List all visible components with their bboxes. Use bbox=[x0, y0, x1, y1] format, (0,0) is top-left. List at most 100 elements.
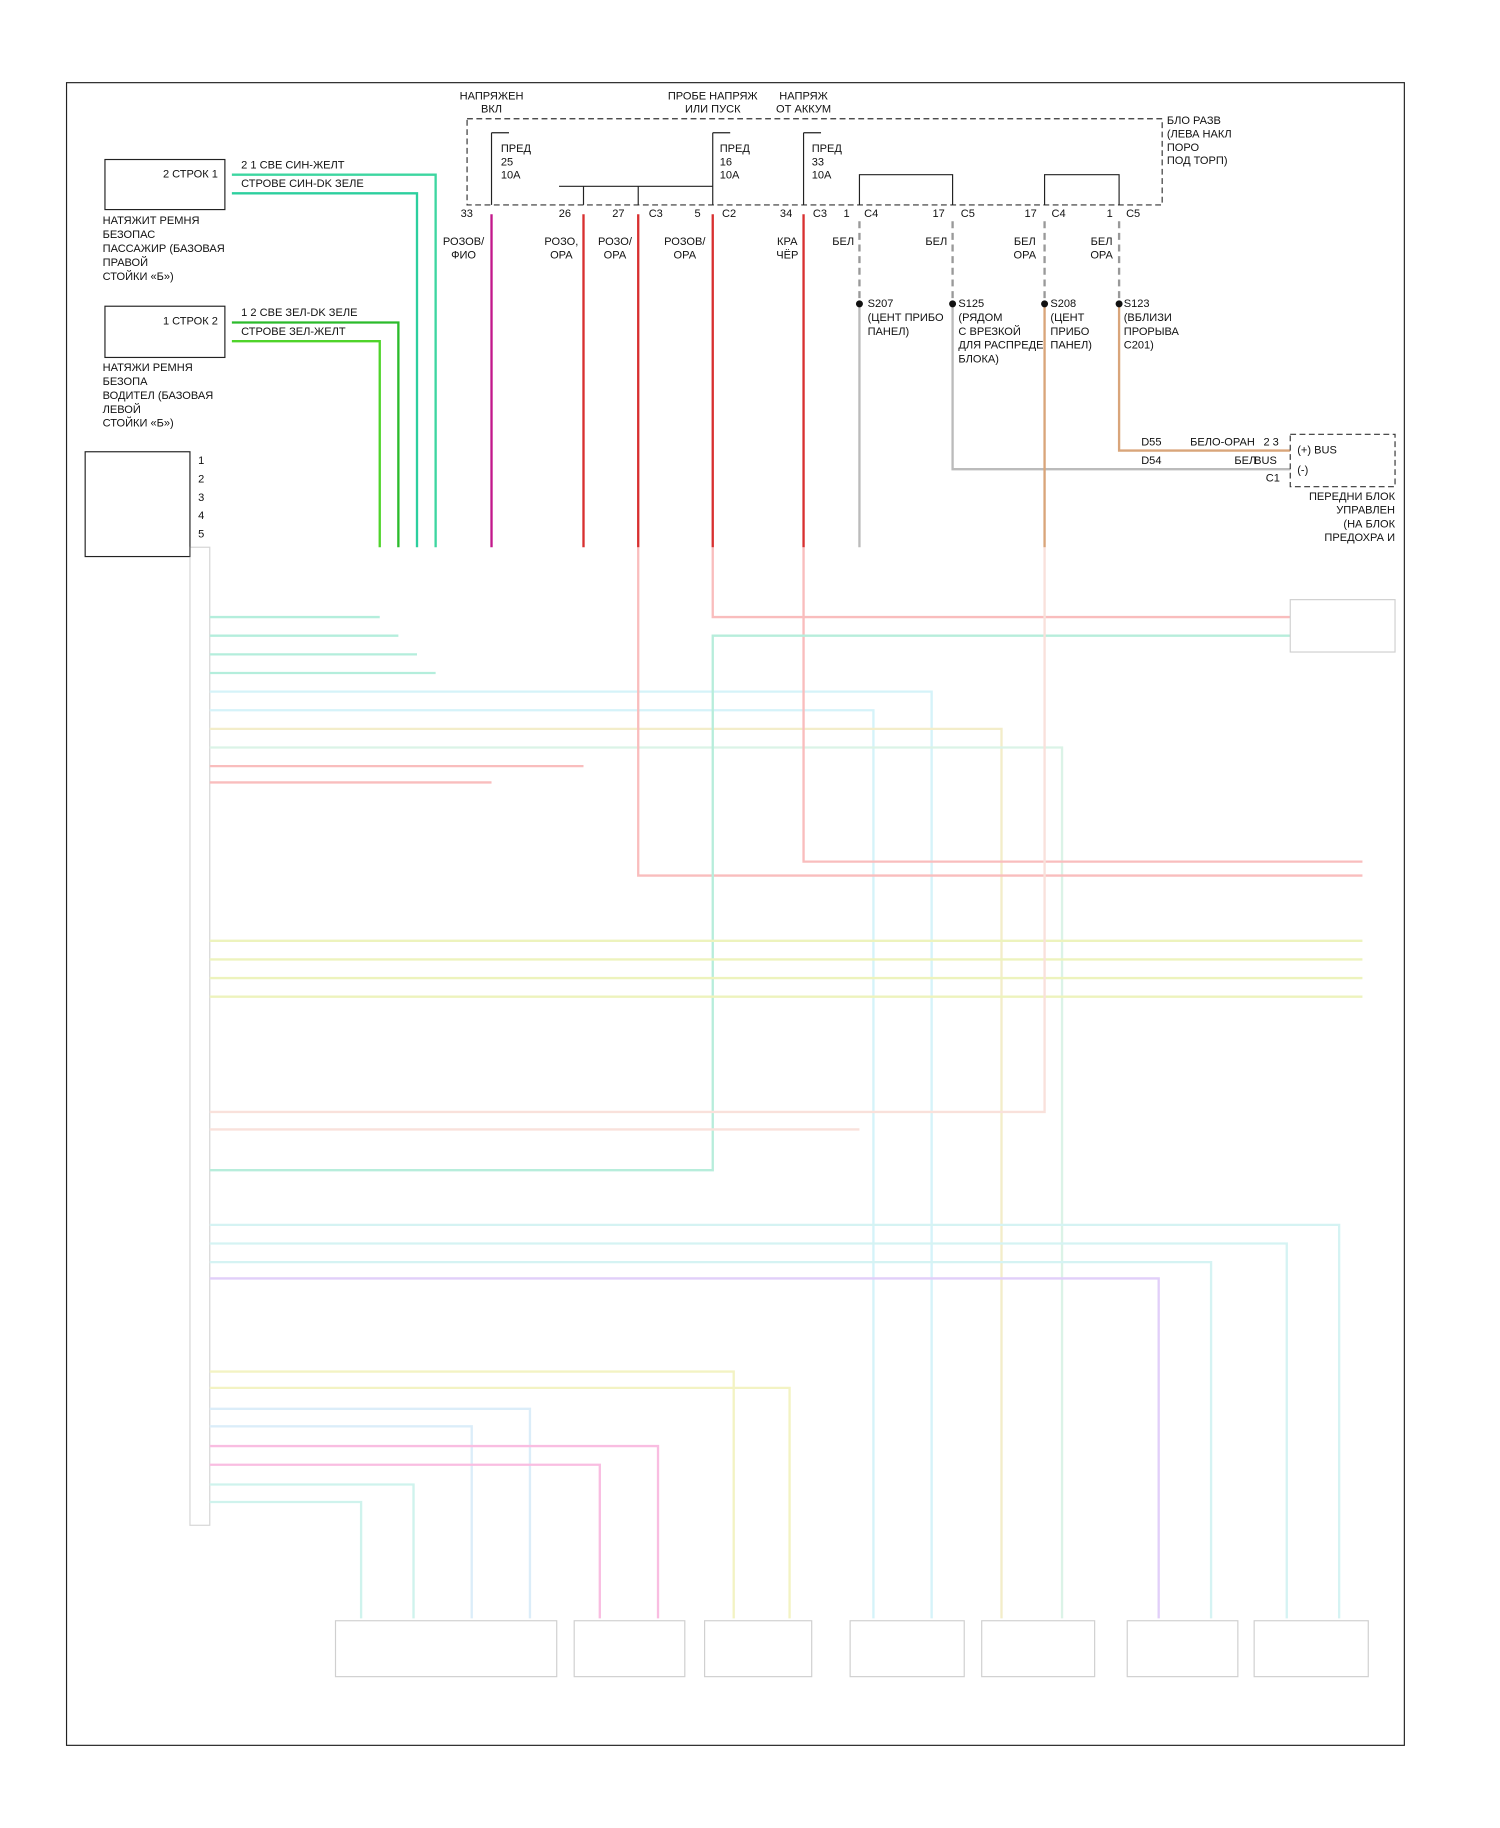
fuse-block-outline bbox=[466, 118, 1163, 206]
wire-color: РОЗО, bbox=[544, 236, 578, 248]
fuse-symbols bbox=[490, 132, 1120, 205]
component-label: БЕЗОПАС bbox=[103, 229, 156, 241]
fuse-label: 33 bbox=[812, 156, 824, 168]
component-label: НАТЯЖИТ РЕМНЯ bbox=[103, 215, 200, 227]
component-label: СТОЙКИ «Б») bbox=[103, 270, 174, 283]
component-label: ПРАВОЙ bbox=[103, 256, 149, 269]
wire-label: СТРОВЕ СИН-DK ЗЕЛЕ bbox=[241, 178, 364, 190]
fuse-label: 10A bbox=[501, 170, 521, 182]
power-source-label: НАПРЯЖЕН bbox=[460, 91, 524, 103]
bus-label: БЕЛ bbox=[1234, 455, 1256, 467]
pin-number: 17 bbox=[932, 208, 944, 220]
fuse-block-label: ПОРО bbox=[1167, 142, 1200, 154]
pin-number: 26 bbox=[559, 208, 571, 220]
pin-number: 1 bbox=[1107, 208, 1113, 220]
splice-label: ПРОРЫВА bbox=[1124, 326, 1180, 338]
splice-label: (ЦЕНТ ПРИБО bbox=[868, 312, 944, 324]
power-source-label: ПРОБЕ НАПРЯЖ bbox=[668, 91, 759, 103]
wire-color: КРА bbox=[777, 236, 798, 248]
splice-label: ПАНЕЛ) bbox=[1050, 340, 1092, 352]
fuse-block-label: (ЛЕВА НАКЛ bbox=[1167, 128, 1232, 140]
component-label: ВОДИТЕЛ (БАЗОВАЯ bbox=[103, 390, 214, 402]
wire-color: БЕЛ bbox=[925, 236, 947, 248]
fuse-block-label: БЛО РАЗВ bbox=[1167, 115, 1221, 127]
module-pin: 3 bbox=[198, 492, 204, 504]
fuse-block-label: ПОД ТОРП) bbox=[1167, 155, 1228, 167]
bus-label: БЕЛО-ОРАН bbox=[1190, 436, 1255, 448]
wire-color: РОЗОВ/ bbox=[664, 236, 706, 248]
pin-number: C5 bbox=[1126, 208, 1140, 220]
module-pin: 2 bbox=[198, 473, 204, 485]
component-label: ПАССАЖИР (БАЗОВАЯ bbox=[103, 243, 225, 255]
component-label: ЛЕВОЙ bbox=[103, 403, 141, 416]
bus-label: D54 bbox=[1141, 455, 1161, 467]
power-source-label: ОТ АККУМ bbox=[776, 103, 831, 115]
module-pin: 5 bbox=[198, 529, 204, 541]
pin-number: 27 bbox=[612, 208, 624, 220]
wire-label: 2 1 СВЕ СИН-ЖЕЛТ bbox=[241, 159, 345, 171]
splice-label: S207 bbox=[868, 298, 894, 310]
fuse-label: ПРЕД bbox=[501, 143, 532, 155]
splice-label: С ВРЕЗКОЙ bbox=[958, 325, 1020, 338]
component-label: НАТЯЖИ РЕМНЯ bbox=[103, 362, 193, 374]
splice-label: C201) bbox=[1124, 340, 1154, 352]
module-label: ПЕРЕДНИ БЛОК bbox=[1309, 491, 1396, 503]
power-source-label: ИЛИ ПУСК bbox=[685, 103, 741, 115]
module-label: (НА БЛОК bbox=[1343, 518, 1395, 530]
bus-label: C1 bbox=[1266, 472, 1280, 484]
splice-label: S208 bbox=[1050, 298, 1076, 310]
pin-number: 17 bbox=[1024, 208, 1036, 220]
tensioner-box bbox=[104, 305, 226, 359]
pin-number: 5 bbox=[695, 208, 701, 220]
wire-color: ФИО bbox=[451, 249, 476, 261]
module-label: УПРАВЛЕН bbox=[1336, 505, 1395, 517]
wire-color: ОРА bbox=[1013, 249, 1036, 261]
splice-label: ПРИБО bbox=[1050, 326, 1089, 338]
wire-color: ОРА bbox=[674, 249, 697, 261]
fuse-label: ПРЕД bbox=[812, 143, 843, 155]
fuse-label: 25 bbox=[501, 156, 513, 168]
bus-label: 2 3 bbox=[1263, 436, 1278, 448]
pin-number: C3 bbox=[813, 208, 827, 220]
module-pin: 4 bbox=[198, 510, 204, 522]
fuse-label: 10A bbox=[812, 170, 832, 182]
bus-label: D55 bbox=[1141, 436, 1161, 448]
wire-color: ЧЁР bbox=[776, 249, 798, 261]
wire-label: СТРОВЕ ЗЕЛ-ЖЕЛТ bbox=[241, 326, 346, 338]
power-source-label: НАПРЯЖ bbox=[779, 91, 828, 103]
splice-label: S123 bbox=[1124, 298, 1150, 310]
connector-label: 1 СТРОК 2 bbox=[163, 315, 218, 327]
splice-dots bbox=[855, 300, 1123, 308]
bus-label: BUS bbox=[1254, 455, 1277, 467]
fuse-label: 16 bbox=[720, 156, 732, 168]
wire-label: 1 2 СВЕ ЗЕЛ-DK ЗЕЛЕ bbox=[241, 307, 357, 319]
connector-label: 2 СТРОК 1 bbox=[163, 169, 218, 181]
pin-number: C4 bbox=[864, 208, 878, 220]
wire-color: БЕЛ bbox=[1014, 236, 1036, 248]
module-label: ПРЕДОХРА И bbox=[1324, 532, 1395, 544]
pin-number: C2 bbox=[722, 208, 736, 220]
splice-label: (ВБЛИЗИ bbox=[1124, 312, 1172, 324]
wires bbox=[231, 173, 1291, 548]
wire-color: БЕЛ bbox=[1091, 236, 1113, 248]
wire-color: РОЗОВ/ bbox=[443, 236, 485, 248]
module-connector bbox=[84, 451, 191, 558]
splice-label: S125 bbox=[958, 298, 984, 310]
blurred-lower-section bbox=[189, 546, 1396, 1678]
pin-number: 1 bbox=[844, 208, 850, 220]
component-label: БЕЗОПА bbox=[103, 376, 148, 388]
bus-module-outline bbox=[1289, 433, 1396, 488]
splice-label: (РЯДОМ bbox=[958, 312, 1002, 324]
bus-label: (+) BUS bbox=[1297, 445, 1337, 457]
power-source-label: ВКЛ bbox=[481, 103, 502, 115]
tensioner-box bbox=[104, 158, 226, 211]
wire-color: ОРА bbox=[550, 249, 573, 261]
wire-color: БЕЛ bbox=[832, 236, 854, 248]
component-label: СТОЙКИ «Б») bbox=[103, 417, 174, 430]
pin-number: C4 bbox=[1052, 208, 1066, 220]
splice-label: ДЛЯ РАСПРЕДЕ bbox=[958, 340, 1043, 352]
bus-label: (-) bbox=[1297, 464, 1308, 476]
module-pin: 1 bbox=[198, 455, 204, 467]
pin-number: 33 bbox=[461, 208, 473, 220]
